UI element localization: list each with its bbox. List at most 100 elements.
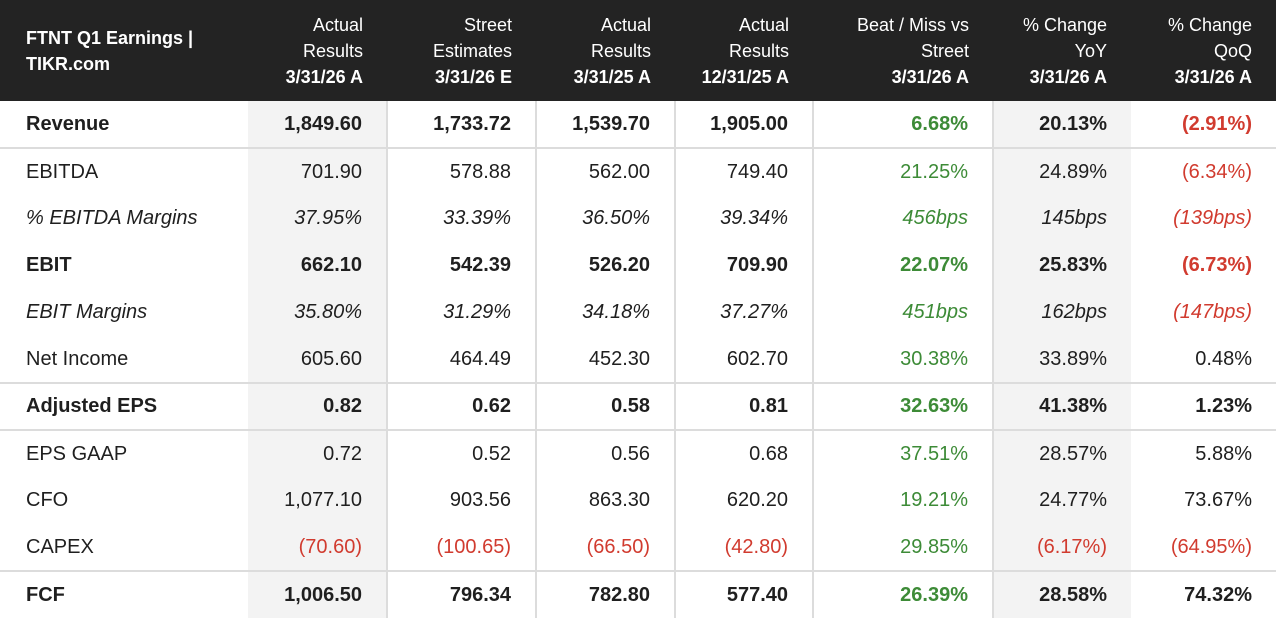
row-cfo: CFO 1,077.10 903.56 863.30 620.20 19.21%… [0,477,1276,524]
col-label: % Change YoY [1022,14,1107,61]
cell-yoy: 25.83% [993,242,1131,289]
cell-qoq: (2.91%) [1131,101,1276,149]
row-label: Adjusted EPS [0,383,248,431]
cell-prior-quarter: 749.40 [675,148,814,195]
row-label: EBIT Margins [26,301,148,323]
row-fcf: FCF 1,006.50 796.34 782.80 577.40 26.39%… [0,571,1276,618]
cell-prior-year: 562.00 [536,148,676,195]
cell-beat-miss: 451bps [813,289,994,336]
cell-estimate: 0.52 [387,430,537,477]
cell-beat-miss: 30.38% [813,336,994,384]
col-header-actual-q4-25: Actual Results 12/31/25 A [675,0,813,101]
cell-qoq: 1.23% [1131,383,1276,431]
col-header-actual-q1-25: Actual Results 3/31/25 A [536,0,675,101]
col-date: 3/31/25 A [573,66,651,87]
cell-actual: 0.82 [248,383,388,431]
col-date: 3/31/26 E [434,66,512,87]
cell-yoy: 24.77% [993,477,1131,524]
col-date: 3/31/26 A [1174,66,1252,87]
cell-actual: 37.95% [248,195,388,242]
table-title: FTNT Q1 Earnings | TIKR.com [0,0,248,101]
header-row: FTNT Q1 Earnings | TIKR.com Actual Resul… [0,0,1276,101]
row-label: Revenue [0,101,248,149]
col-label: % Change QoQ [1167,14,1252,61]
cell-yoy: 24.89% [993,148,1131,195]
cell-estimate: 542.39 [387,242,537,289]
cell-yoy: 145bps [993,195,1131,242]
col-label: Actual Results [302,14,363,61]
cell-prior-quarter: 0.81 [675,383,814,431]
cell-qoq: (147bps) [1173,301,1252,323]
col-label: Beat / Miss vs Street [856,14,969,61]
cell-yoy: 162bps [993,289,1131,336]
cell-prior-quarter: 1,905.00 [675,101,814,149]
cell-actual: 1,006.50 [248,571,388,618]
cell-actual: (70.60) [248,524,388,572]
cell-prior-year: 36.50% [536,195,676,242]
cell-beat-miss: 26.39% [813,571,994,618]
cell-prior-year: (66.50) [536,524,676,572]
row-eps-gaap: EPS GAAP 0.72 0.52 0.56 0.68 37.51% 28.5… [0,430,1276,477]
cell-prior-year: 782.80 [536,571,676,618]
cell-prior-quarter: 709.90 [675,242,814,289]
cell-prior-year: 1,539.70 [536,101,676,149]
cell-yoy: 20.13% [993,101,1131,149]
cell-qoq: (6.73%) [1181,254,1252,276]
col-header-beat-miss: Beat / Miss vs Street 3/31/26 A [813,0,993,101]
row-label: % EBITDA Margins [26,207,198,229]
cell-beat-miss: 21.25% [813,148,994,195]
cell-beat-miss: 19.21% [813,477,994,524]
cell-qoq: 73.67% [1184,489,1252,511]
cell-qoq: 5.88% [1195,442,1252,465]
row-label: CAPEX [0,524,248,572]
cell-prior-year: 452.30 [536,336,676,384]
cell-actual: 1,077.10 [248,477,388,524]
row-label: EPS GAAP [26,442,128,465]
cell-beat-miss: 29.85% [813,524,994,572]
cell-qoq: (139bps) [1173,207,1252,229]
cell-actual: 0.72 [248,430,388,477]
cell-beat-miss: 456bps [813,195,994,242]
col-date: 3/31/26 A [285,66,363,87]
cell-actual: 605.60 [248,336,388,384]
cell-qoq: 0.48% [1131,336,1276,384]
cell-estimate: 464.49 [387,336,537,384]
row-adjusted-eps: Adjusted EPS 0.82 0.62 0.58 0.81 32.63% … [0,383,1276,431]
cell-estimate: 1,733.72 [387,101,537,149]
row-label: Net Income [0,336,248,384]
col-label: Actual Results [728,14,789,61]
cell-qoq: (6.34%) [1181,160,1252,183]
row-label: FCF [26,583,65,606]
cell-prior-year: 0.56 [536,430,676,477]
col-header-street-estimates: Street Estimates 3/31/26 E [387,0,536,101]
cell-yoy: (6.17%) [993,524,1131,572]
cell-actual: 1,849.60 [248,101,388,149]
col-header-change-yoy: % Change YoY 3/31/26 A [993,0,1131,101]
cell-estimate: 0.62 [387,383,537,431]
col-date: 12/31/25 A [701,66,789,87]
cell-prior-year: 863.30 [536,477,676,524]
row-ebit-margins: EBIT Margins 35.80% 31.29% 34.18% 37.27%… [0,289,1276,336]
row-label: EBITDA [26,160,99,183]
cell-estimate: 31.29% [387,289,537,336]
cell-prior-quarter: (42.80) [675,524,814,572]
cell-estimate: (100.65) [387,524,537,572]
row-ebitda-margins: % EBITDA Margins 37.95% 33.39% 36.50% 39… [0,195,1276,242]
cell-prior-quarter: 577.40 [675,571,814,618]
cell-yoy: 41.38% [993,383,1131,431]
cell-actual: 35.80% [248,289,388,336]
row-ebit: EBIT 662.10 542.39 526.20 709.90 22.07% … [0,242,1276,289]
row-ebitda: EBITDA 701.90 578.88 562.00 749.40 21.25… [0,148,1276,195]
row-label: CFO [26,489,69,511]
cell-yoy: 28.58% [993,571,1131,618]
row-net-income: Net Income 605.60 464.49 452.30 602.70 3… [0,336,1276,384]
cell-prior-year: 526.20 [536,242,676,289]
col-header-actual-q1-26: Actual Results 3/31/26 A [248,0,387,101]
col-header-change-qoq: % Change QoQ 3/31/26 A [1131,0,1276,101]
cell-beat-miss: 22.07% [813,242,994,289]
cell-prior-quarter: 602.70 [675,336,814,384]
col-label: Street Estimates [432,14,512,61]
row-revenue: Revenue 1,849.60 1,733.72 1,539.70 1,905… [0,101,1276,149]
cell-prior-year: 34.18% [536,289,676,336]
